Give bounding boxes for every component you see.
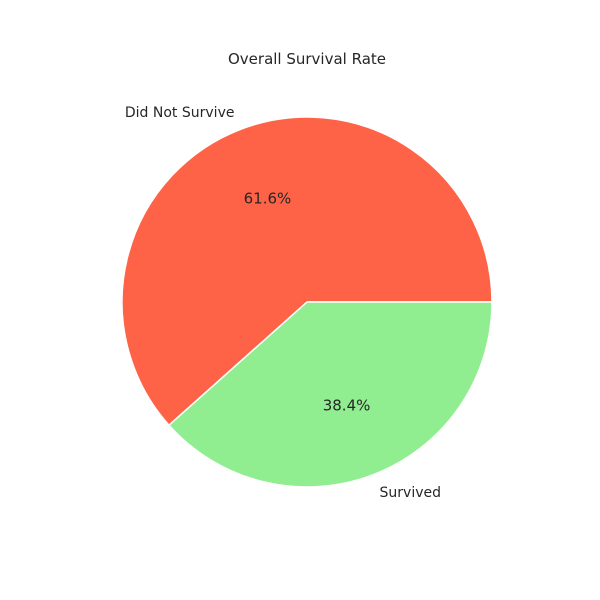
- pie-slice-survived: [167, 301, 493, 488]
- pie-slices: [121, 116, 493, 488]
- pct-label-survived: 38.4%: [323, 397, 371, 415]
- pie-slice-did-not-survive: [121, 116, 493, 427]
- pct-label-did-not-survive: 61.6%: [244, 189, 292, 207]
- chart-title: Overall Survival Rate: [228, 50, 386, 68]
- pie-labels: 61.6% Did Not Survive 38.4% Survived: [125, 105, 441, 501]
- slice-label-did-not-survive: Did Not Survive: [125, 105, 235, 121]
- slice-label-survived: Survived: [380, 485, 441, 501]
